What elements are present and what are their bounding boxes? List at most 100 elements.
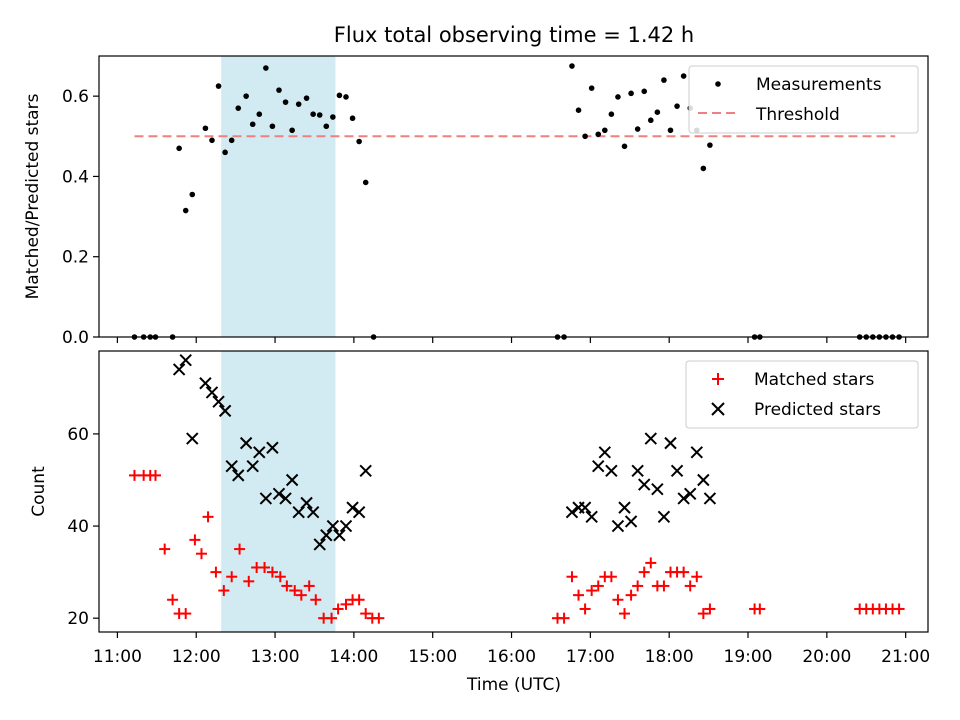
bottom-y-tick-label: 40 [67, 517, 89, 537]
matched-star-point [360, 608, 372, 620]
matched-star-point [303, 580, 315, 592]
predicted-star-point [592, 459, 605, 473]
bottom-observing-span [221, 351, 336, 632]
measurement-point [209, 137, 215, 144]
predicted-star-point [320, 529, 333, 542]
matched-star-point [266, 566, 278, 578]
legend-measurements-label: Measurements [756, 75, 882, 95]
matched-star-point [226, 571, 238, 583]
matched-star-point [210, 566, 222, 578]
matched-star-point [281, 580, 293, 592]
bottom-axes-frame [98, 350, 929, 633]
matched-star-point [295, 589, 307, 601]
measurement-point [667, 127, 674, 134]
measurement-point [243, 93, 249, 99]
matched-star-point [218, 585, 230, 597]
matched-star-point [638, 566, 650, 578]
measurement-point [336, 92, 343, 99]
predicted-star-point [352, 506, 366, 519]
measurement-point [202, 125, 209, 132]
predicted-star-point [611, 519, 625, 533]
predicted-star-point [565, 506, 579, 519]
measurement-point [189, 191, 196, 198]
predicted-star-point [670, 464, 684, 477]
matched-star-point [632, 580, 644, 592]
measurement-point [310, 111, 316, 118]
measurement-point [222, 149, 228, 156]
top-y-tick-label: 0.0 [62, 328, 89, 348]
predicted-star-point [631, 464, 644, 477]
predicted-star-point [664, 436, 677, 450]
predicted-star-point [605, 464, 618, 477]
bottom-x-axis: 11:00 12:00 13:00 14:00 15:00 16:00 17:00 18:00… [93, 632, 930, 667]
matched-star-point [612, 594, 624, 606]
measurement-point [303, 95, 310, 101]
matched-star-point [149, 469, 161, 481]
top-y-tick-label: 0.2 [62, 248, 89, 268]
measurement-point [295, 101, 302, 107]
matched-star-point [243, 575, 255, 587]
predicted-star-point [697, 473, 710, 487]
measurement-point [362, 179, 369, 186]
predicted-star-point [253, 446, 266, 459]
matched-star-point [678, 566, 690, 578]
matched-star-point [340, 598, 352, 610]
measurement-point [182, 207, 189, 214]
predicted-star-point [644, 432, 657, 445]
predicted-star-point [585, 510, 598, 524]
bottom-y-axis-label: Count [29, 466, 49, 517]
measurement-point [276, 87, 282, 93]
legend-matched-marker [712, 373, 724, 385]
predicted-star-point [285, 473, 299, 487]
predicted-star-point [677, 492, 690, 505]
predicted-star-point [199, 377, 212, 390]
measurement-point [356, 138, 362, 145]
predicted-star-point [259, 492, 273, 505]
measurement-point [330, 114, 336, 120]
x-tick-label: 17:00 [566, 647, 615, 667]
predicted-star-point [651, 482, 664, 496]
measurement-point [569, 63, 575, 69]
matched-star-point [697, 608, 709, 620]
matched-star-points [128, 469, 905, 624]
matched-star-point [893, 603, 905, 615]
predicted-star-point [205, 386, 219, 399]
matched-star-point [234, 543, 246, 555]
predicted-star-point [578, 501, 592, 514]
matched-star-point [691, 571, 703, 583]
measurement-point [595, 131, 602, 138]
matched-star-point [159, 543, 171, 555]
measurement-point [249, 121, 256, 128]
measurement-point [316, 112, 323, 118]
matched-star-point [353, 594, 365, 606]
predicted-star-point [359, 464, 372, 477]
measurement-point [700, 165, 707, 172]
matched-star-point [684, 580, 696, 592]
bottom-y-tick-label: 20 [67, 609, 89, 629]
matched-star-point [566, 571, 578, 583]
measurement-point [608, 111, 615, 118]
bottom-legend: Matched stars Predicted stars [685, 360, 919, 429]
predicted-star-point [218, 404, 232, 418]
predicted-star-point [703, 492, 717, 505]
top-y-tick-label: 0.6 [62, 87, 89, 107]
measurement-point [575, 107, 582, 113]
measurement-point [582, 133, 588, 140]
measurement-points [131, 63, 902, 340]
measurement-point [647, 117, 654, 124]
matched-star-point [658, 580, 670, 592]
measurement-point [707, 142, 713, 148]
bottom-y-axis: 20 40 60 [67, 425, 99, 629]
measurement-point [349, 115, 356, 122]
matched-star-point [195, 548, 207, 560]
predicted-star-point [225, 459, 238, 473]
measurement-point [654, 109, 661, 115]
x-axis-label: Time (UTC) [466, 675, 561, 695]
predicted-star-point [638, 478, 651, 491]
predicted-star-point [313, 538, 326, 551]
top-y-axis: 0.0 0.2 0.4 0.6 [62, 87, 99, 348]
x-tick-label: 13:00 [251, 647, 300, 667]
measurement-point [634, 126, 641, 132]
measurement-point [621, 143, 628, 150]
